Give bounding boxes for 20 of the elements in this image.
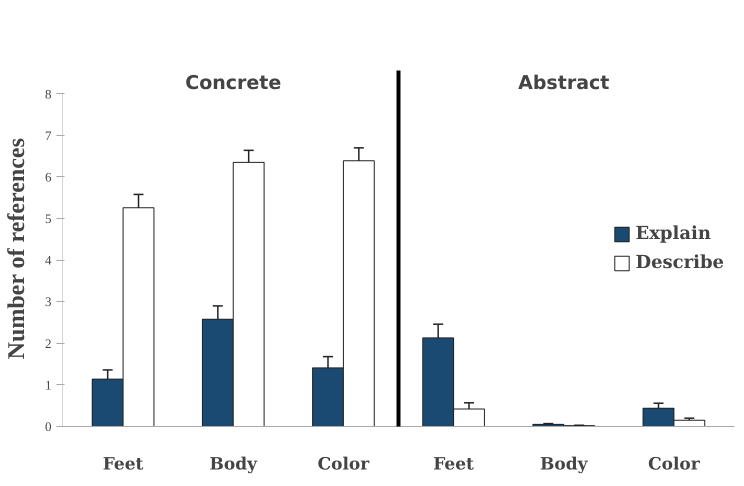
y-tick-label: 5 [45, 211, 52, 226]
y-tick-label: 6 [45, 169, 52, 184]
x-tick-label: Color [648, 454, 701, 474]
x-tick-label: Feet [102, 454, 144, 474]
y-tick-label: 0 [45, 419, 52, 434]
annotation: Concrete [185, 72, 282, 94]
annotation: Abstract [518, 72, 610, 94]
y-tick-label: 4 [45, 252, 52, 268]
x-tick-label: Feet [433, 454, 474, 474]
legend-label: Describe [635, 252, 724, 273]
y-tick-label: 7 [45, 128, 52, 143]
y-tick-label: 3 [45, 294, 52, 310]
y-tick-label: 2 [45, 336, 52, 351]
y-tick-label: 8 [45, 86, 52, 102]
y-tick-label: 1 [45, 377, 52, 392]
y-axis-title: Number of references [4, 138, 30, 360]
x-tick-label: Color [318, 454, 370, 474]
x-tick-label: Body [540, 454, 589, 474]
x-tick-label: Body [210, 454, 258, 474]
legend-label: Explain [635, 223, 711, 244]
